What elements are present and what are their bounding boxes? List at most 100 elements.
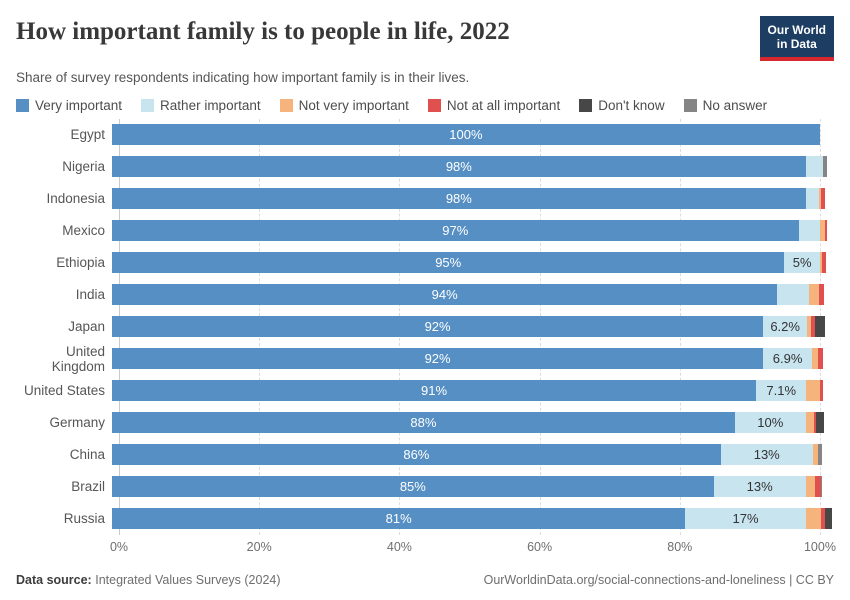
legend-swatch-icon (427, 98, 441, 112)
bar-segment[interactable]: 10% (734, 412, 806, 434)
bar-segment[interactable] (812, 444, 819, 466)
bar-segment[interactable] (824, 220, 827, 242)
bar-segment[interactable]: 98% (112, 188, 806, 210)
country-label[interactable]: India (75, 287, 105, 303)
bar-segment[interactable] (819, 252, 822, 274)
legend-item-1[interactable]: Very important (16, 98, 122, 113)
bar-segment[interactable] (823, 156, 827, 178)
bar-segment[interactable] (820, 476, 822, 498)
country-label[interactable]: Brazil (71, 479, 105, 495)
bar-segment[interactable] (805, 508, 821, 530)
bar-row: United States 91% 7.1% (16, 375, 834, 407)
legend-label: Very important (35, 97, 123, 113)
bar-segment[interactable]: 5% (784, 252, 820, 274)
owid-logo-line2: in Data (776, 37, 817, 52)
owid-logo-line1: Our World (767, 23, 826, 37)
legend-swatch-icon (579, 98, 593, 112)
bar-segment[interactable]: 17% (685, 508, 806, 530)
country-label[interactable]: United Kingdom (51, 343, 105, 374)
bar-segment[interactable] (806, 380, 820, 402)
bar-segment[interactable] (814, 476, 821, 498)
stacked-bar: 88% 10% (112, 412, 834, 434)
owid-logo[interactable]: Our World in Data (759, 16, 834, 61)
legend-swatch-icon (683, 98, 697, 112)
country-label[interactable]: Egypt (70, 127, 105, 143)
stacked-bar: 86% 13% (112, 444, 834, 466)
bar-row: Japan 92% 6.2% (16, 311, 834, 343)
bar-segment[interactable] (820, 508, 826, 530)
bar-segment[interactable] (819, 380, 823, 402)
bar-segment[interactable] (805, 412, 815, 434)
data-source-value: Integrated Values Surveys (2024) (95, 573, 281, 587)
bar-segment[interactable] (805, 156, 824, 178)
bar-segment[interactable]: 100% (112, 124, 820, 146)
bar-segment[interactable] (805, 188, 820, 210)
bar-segment[interactable]: 6.9% (763, 348, 813, 370)
country-label[interactable]: Nigeria (62, 159, 105, 175)
country-label[interactable]: Indonesia (46, 191, 105, 207)
country-label[interactable]: United States (23, 383, 105, 399)
legend-item-6[interactable]: No answer (683, 97, 768, 113)
credit-link[interactable]: OurWorldinData.org/social-connections-an… (483, 573, 834, 587)
bar-segment[interactable]: 94% (112, 284, 778, 306)
bar-segment[interactable] (816, 412, 825, 434)
bar-segment[interactable]: 6.2% (763, 316, 808, 338)
bar-row: Russia 81% 17% (16, 503, 834, 535)
bar-segment[interactable] (817, 348, 823, 370)
legend: Very important Rather important Not very i… (16, 98, 834, 113)
bar-segment[interactable]: 95% (112, 252, 785, 274)
bar-segment[interactable]: 86% (112, 444, 721, 466)
bar-segment[interactable]: 98% (112, 156, 806, 178)
legend-label: Not at all important (446, 97, 561, 113)
country-label[interactable]: Ethiopia (56, 255, 105, 271)
bar-row: Ethiopia 95% 5% (16, 247, 834, 279)
bar-segment[interactable] (821, 252, 827, 274)
bar-row: Mexico 97% (16, 215, 834, 247)
legend-item-5[interactable]: Don't know (579, 98, 665, 113)
bar-segment[interactable]: 88% (112, 412, 735, 434)
bar-segment[interactable]: 91% (112, 380, 757, 402)
bar-segment[interactable] (819, 188, 822, 210)
bar-row: Egypt 100% (16, 119, 834, 151)
country-label[interactable]: China (69, 447, 105, 463)
bar-segment[interactable] (777, 284, 810, 306)
x-axis-tick: 0% (109, 539, 129, 554)
legend-item-2[interactable]: Rather important (141, 98, 261, 113)
legend-label: Not very important (298, 97, 409, 113)
bar-segment[interactable] (809, 284, 820, 306)
bar-segment[interactable] (814, 316, 826, 338)
bar-segment[interactable] (814, 412, 817, 434)
bar-row: Nigeria 98% (16, 151, 834, 183)
legend-item-3[interactable]: Not very important (279, 97, 409, 113)
stacked-bar: 85% 13% (112, 476, 834, 498)
stacked-bar: 98% (112, 188, 834, 210)
bar-segment[interactable]: 97% (112, 220, 799, 242)
legend-label: No answer (702, 97, 768, 113)
bar-segment[interactable] (807, 316, 812, 338)
bar-segment[interactable] (811, 316, 815, 338)
bar-segment[interactable]: 13% (713, 476, 806, 498)
bar-segment[interactable] (821, 188, 826, 210)
bar-segment[interactable] (805, 476, 815, 498)
data-source: Data source: Integrated Values Surveys (… (16, 573, 281, 587)
bar-segment[interactable]: 92% (112, 348, 764, 370)
bar-segment[interactable]: 92% (112, 316, 764, 338)
bar-segment[interactable] (812, 348, 818, 370)
country-label[interactable]: Germany (49, 415, 105, 431)
country-label[interactable]: Japan (68, 319, 105, 335)
bar-segment[interactable] (819, 220, 825, 242)
legend-item-4[interactable]: Not at all important (427, 97, 561, 113)
bar-segment[interactable]: 7.1% (756, 380, 807, 402)
stacked-bar: 92% 6.9% (112, 348, 834, 370)
bar-segment[interactable]: 81% (112, 508, 686, 530)
bar-segment[interactable] (818, 444, 822, 466)
country-label[interactable]: Russia (63, 511, 105, 527)
bar-segment[interactable] (798, 220, 820, 242)
bar-row: India 94% (16, 279, 834, 311)
bar-segment[interactable]: 85% (112, 476, 714, 498)
bar-segment[interactable]: 13% (720, 444, 813, 466)
country-label[interactable]: Mexico (62, 223, 105, 239)
stacked-bar: 91% 7.1% (112, 380, 834, 402)
bar-segment[interactable] (819, 284, 825, 306)
bar-segment[interactable] (825, 508, 832, 530)
